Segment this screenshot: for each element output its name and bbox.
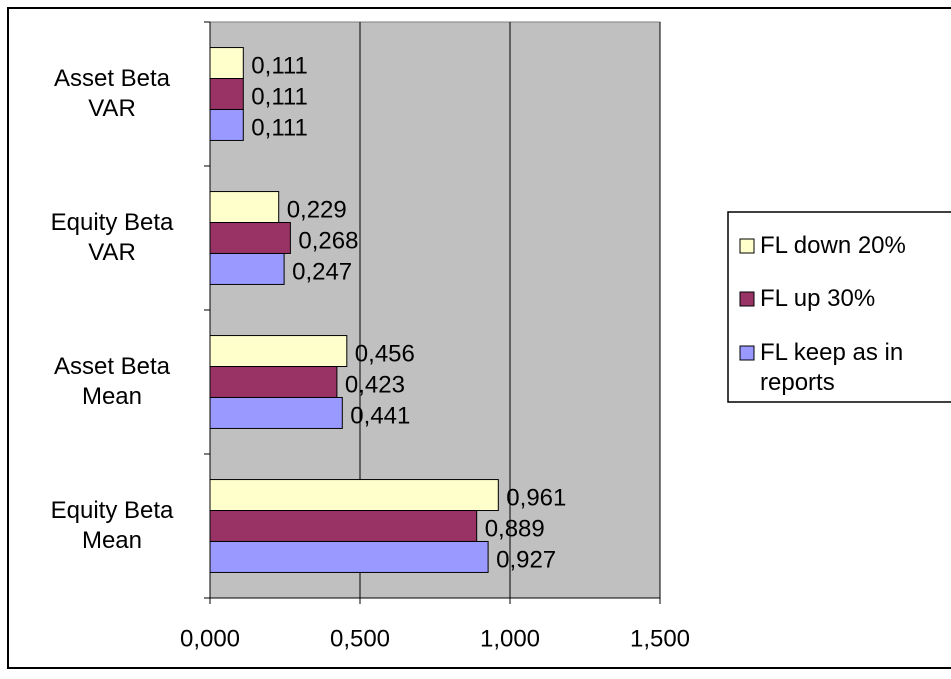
bar — [209, 396, 343, 429]
bar — [209, 108, 244, 141]
legend-swatch — [739, 345, 755, 361]
value-label: 0,268 — [298, 227, 358, 254]
y-tick-label: Asset Beta Mean — [53, 353, 171, 410]
bar — [209, 510, 478, 542]
legend-box — [727, 211, 951, 403]
value-label: 0,961 — [506, 484, 566, 511]
legend-label: FL down 20% — [760, 232, 906, 259]
bar — [209, 47, 244, 80]
bar — [209, 479, 499, 512]
x-tick-label: 1,000 — [480, 625, 540, 652]
x-tick-label: 1,500 — [630, 625, 690, 652]
value-label: 0,423 — [345, 371, 405, 398]
value-label: 0,229 — [287, 196, 347, 223]
bar — [209, 540, 489, 573]
bar — [209, 366, 338, 398]
legend-label: FL keep as in reports — [760, 339, 904, 396]
legend-swatch — [739, 238, 755, 254]
value-label: 0,111 — [251, 83, 307, 110]
value-label: 0,927 — [496, 546, 556, 573]
value-label: 0,247 — [292, 258, 352, 285]
bar — [209, 191, 280, 224]
bar — [209, 222, 291, 254]
value-label: 0,441 — [350, 402, 410, 429]
bar — [209, 252, 285, 285]
bar — [209, 78, 244, 110]
y-tick-label: Equity Beta VAR — [50, 209, 174, 266]
y-tick-label: Equity Beta Mean — [50, 497, 174, 554]
legend-swatch — [739, 291, 755, 307]
y-tick-label: Asset Beta VAR — [53, 65, 171, 122]
legend-label: FL up 30% — [760, 285, 876, 312]
value-label: 0,456 — [355, 340, 415, 367]
x-tick-label: 0,500 — [330, 625, 390, 652]
x-tick-label: 0,000 — [180, 625, 240, 652]
value-label: 0,111 — [251, 52, 307, 79]
value-label: 0,889 — [485, 515, 545, 542]
bar — [209, 335, 348, 368]
value-label: 0,111 — [251, 114, 307, 141]
